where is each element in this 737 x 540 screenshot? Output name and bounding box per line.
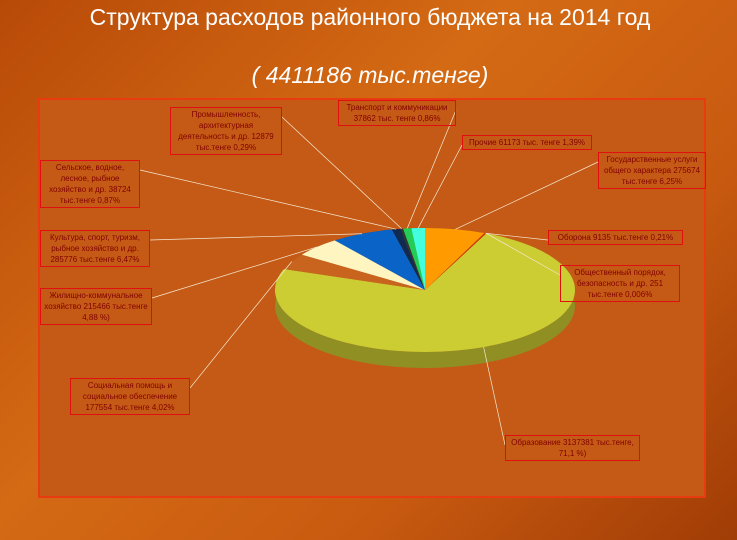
pie-slice (334, 229, 425, 290)
pie-slice (391, 228, 425, 290)
pie-slice (283, 254, 425, 290)
pie-slice (403, 228, 425, 290)
pie-slice (400, 228, 425, 290)
chart-subtitle: ( 4411186 тыс.тенге) (251, 62, 489, 88)
pie-slice (411, 228, 425, 290)
slice-label: Образование 3137381 тыс.тенге, 71,1 %) (505, 435, 640, 461)
pie-slice (425, 233, 487, 290)
leader-line (189, 261, 293, 389)
pie-slice (425, 228, 485, 290)
leader-line (485, 232, 549, 241)
slice-label: Оборона 9135 тыс.тенге 0,21% (548, 230, 683, 245)
leader-line (486, 233, 561, 276)
slice-label: Прочие 61173 тыс. тенге 1,39% (462, 135, 592, 150)
leader-line (455, 161, 599, 230)
slice-label: Сельское, водное, лесное, рыбное хозяйст… (40, 160, 140, 208)
leader-line (406, 109, 457, 229)
slice-label: Социальная помощь и социальное обеспечен… (70, 378, 190, 415)
slice-label: Транспорт и коммуникации 37862 тыс. тенг… (338, 100, 456, 126)
leader-line (281, 116, 402, 230)
leader-line (139, 169, 397, 230)
pie-slice (425, 233, 487, 290)
slice-label: Жилищно-коммунальное хозяйство 215466 ты… (40, 288, 152, 325)
slice-label: Культура, спорт, туризм, рыбное хозяйств… (40, 230, 150, 267)
slice-label: Государственные услуги общего характера … (598, 152, 706, 189)
slice-label: Общественный порядок, безопасность и др.… (560, 265, 680, 302)
chart-title: Структура расходов районного бюджета на … (89, 4, 651, 30)
slice-label: Промышленность, архитектурная деятельнос… (170, 107, 282, 155)
pie-slice (301, 240, 425, 290)
leader-line (417, 144, 463, 229)
pie-slice (275, 233, 576, 352)
leader-line (483, 346, 506, 446)
leader-line (149, 233, 363, 241)
leader-line (151, 246, 318, 299)
